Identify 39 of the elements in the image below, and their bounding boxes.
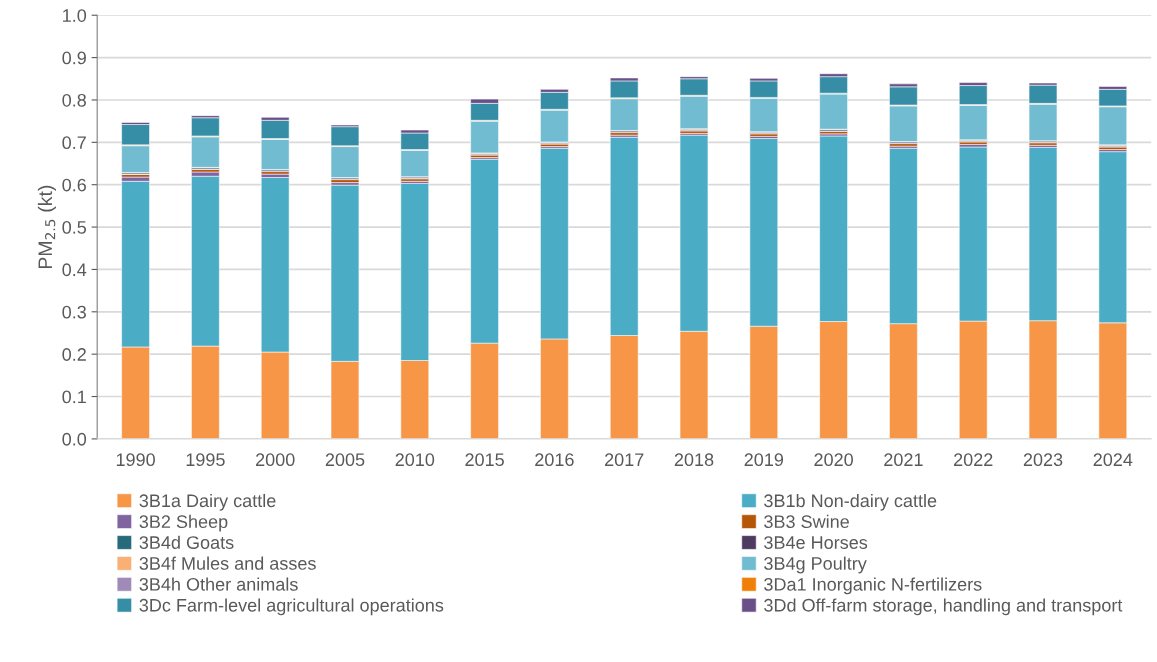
y-tick-label: 0.2 [62, 348, 86, 361]
y-tick-label: 0.6 [62, 178, 86, 192]
x-tick-label: 2023 [1023, 453, 1063, 467]
legend-label: 3B2 Sheep [139, 514, 228, 532]
legend-label: 3B4g Poultry [764, 556, 867, 574]
x-tick-label: 2019 [744, 453, 784, 467]
x-tick-label: 2016 [535, 453, 574, 467]
legend-label: 3B4f Mules and asses [139, 556, 316, 570]
x-tick-label: 2010 [395, 453, 435, 467]
y-tick-label: 1.0 [63, 9, 87, 22]
legend-label: 3B1b Non-dairy cattle [764, 493, 937, 511]
legend-label: 3B4h Other animals [139, 577, 298, 591]
x-tick-label: 1995 [186, 453, 225, 467]
x-tick-label: 2000 [256, 453, 295, 467]
y-tick-label: 0.5 [62, 221, 87, 234]
y-tick-label: 0.1 [62, 390, 86, 404]
x-tick-label: 2005 [325, 453, 365, 467]
x-tick-label: 2015 [465, 453, 504, 467]
y-tick-label: 0.9 [62, 51, 86, 65]
legend-label: 3Da1 Inorganic N-fertilizers [764, 577, 982, 595]
y-axis-title: PM$_{2.5}$ (kt) [37, 185, 56, 269]
y-tick-label: 0.8 [62, 93, 86, 107]
x-tick-label: 2024 [1093, 453, 1133, 467]
legend-label: 3B4e Horses [764, 536, 868, 549]
x-tick-label: 2020 [814, 453, 853, 467]
y-tick-label: 0.7 [62, 136, 86, 150]
legend-label: 3B4d Goats [139, 535, 234, 549]
legend-label: 3Dc Farm-level agricultural operations [139, 598, 444, 616]
x-tick-label: 2017 [605, 453, 644, 467]
y-tick-label: 0.3 [62, 305, 86, 319]
y-tick-label: 0.4 [62, 263, 87, 277]
x-tick-label: 1990 [116, 453, 155, 467]
x-tick-label: 2021 [884, 453, 923, 467]
y-tick-label: 0.0 [62, 432, 87, 446]
legend-label: 3B1a Dairy cattle [139, 493, 276, 511]
legend-label: 3B3 Swine [764, 514, 849, 529]
legend-label: 3Dd Off-farm storage, handling and transport [764, 598, 1123, 616]
x-tick-label: 2022 [954, 453, 993, 467]
x-tick-label: 2018 [674, 453, 714, 467]
